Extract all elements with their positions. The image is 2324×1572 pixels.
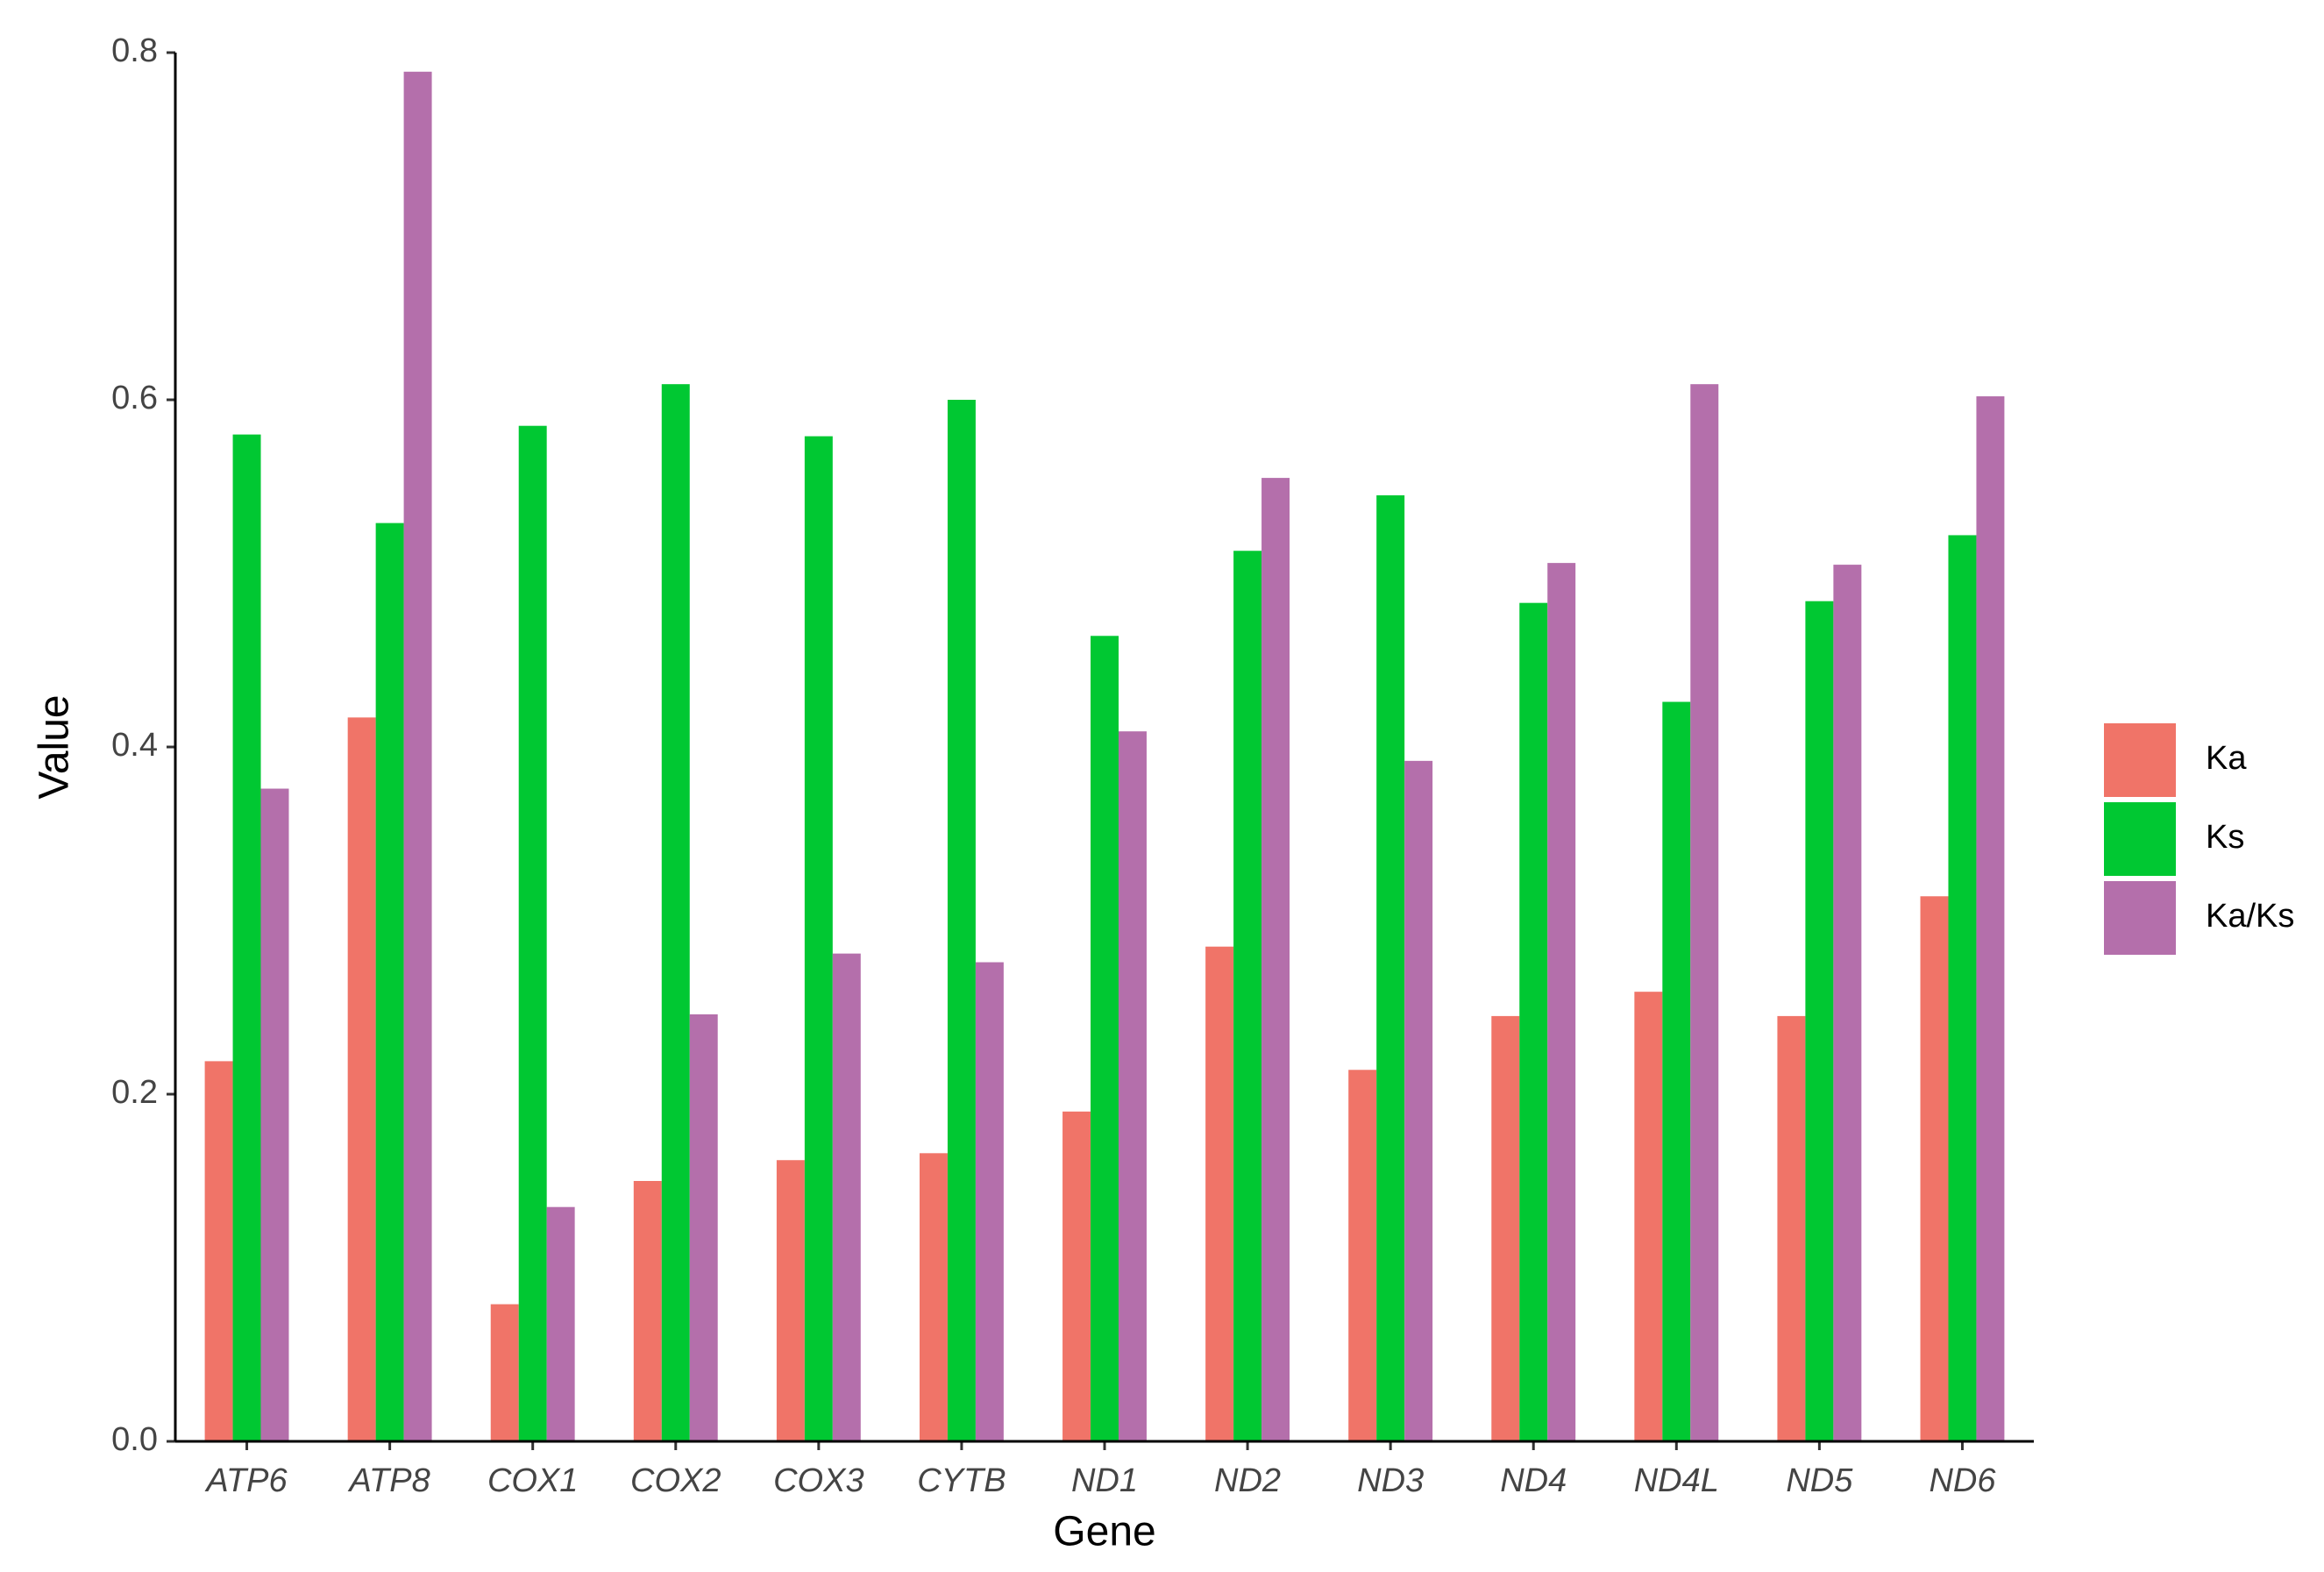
bar [776, 1160, 805, 1441]
legend-swatch [2104, 802, 2176, 876]
bar [1690, 384, 1719, 1442]
bar [1348, 1070, 1377, 1441]
x-tick-label: ATP6 [204, 1462, 288, 1499]
bar [232, 434, 261, 1442]
bar [546, 1206, 575, 1441]
x-tick-label: ND6 [1929, 1462, 1996, 1499]
x-tick-label: ND2 [1214, 1462, 1281, 1499]
x-tick-label: COX2 [630, 1462, 721, 1499]
x-axis-title: Gene [1053, 1509, 1155, 1555]
bar [1519, 602, 1548, 1441]
bar [633, 1181, 662, 1441]
x-tick-label: ND5 [1786, 1462, 1853, 1499]
bar [1091, 636, 1119, 1441]
y-tick-label: 0.4 [111, 727, 158, 764]
bar [1205, 946, 1234, 1441]
bar [1805, 601, 1834, 1441]
bar [661, 384, 690, 1442]
bar [919, 1153, 948, 1441]
bar [947, 400, 976, 1441]
legend-label: Ks [2206, 819, 2244, 856]
bar [260, 788, 289, 1441]
bar [689, 1014, 718, 1441]
bar [832, 953, 861, 1441]
bar [403, 71, 432, 1441]
x-tick-label: COX1 [487, 1462, 578, 1499]
bar [1976, 396, 2005, 1441]
bar [518, 425, 547, 1442]
bar [1491, 1015, 1520, 1441]
y-axis-title: Value [32, 694, 78, 799]
bar [1404, 760, 1433, 1441]
y-tick-label: 0.0 [111, 1421, 158, 1458]
bar [1634, 992, 1663, 1441]
x-tick-label: ND4L [1634, 1462, 1719, 1499]
bar [804, 436, 833, 1442]
x-tick-label: ND1 [1071, 1462, 1138, 1499]
bar [1948, 535, 1977, 1442]
bar [375, 523, 404, 1441]
bar [1547, 563, 1576, 1441]
bar [1833, 565, 1862, 1441]
x-tick-label: ND4 [1500, 1462, 1567, 1499]
bar [1920, 896, 1949, 1441]
bar [1233, 551, 1262, 1441]
legend-label: Ka [2206, 740, 2247, 777]
legend-swatch [2104, 723, 2176, 797]
y-tick-label: 0.8 [111, 32, 158, 69]
bar [1118, 731, 1147, 1441]
legend-label: Ka/Ks [2206, 898, 2294, 935]
bar [490, 1304, 519, 1441]
bar [1777, 1015, 1806, 1441]
x-tick-label: COX3 [773, 1462, 864, 1499]
bar [1376, 494, 1405, 1441]
y-tick-label: 0.6 [111, 380, 158, 416]
x-tick-label: ND3 [1357, 1462, 1424, 1499]
legend-swatch [2104, 881, 2176, 955]
bar [347, 717, 376, 1441]
bar [1063, 1111, 1091, 1441]
x-tick-label: ATP8 [348, 1462, 430, 1499]
bar [1662, 701, 1691, 1441]
bar [204, 1061, 233, 1441]
x-tick-label: CYTB [917, 1462, 1006, 1499]
y-tick-label: 0.2 [111, 1074, 158, 1111]
bar [1261, 478, 1290, 1441]
bar [975, 962, 1004, 1441]
